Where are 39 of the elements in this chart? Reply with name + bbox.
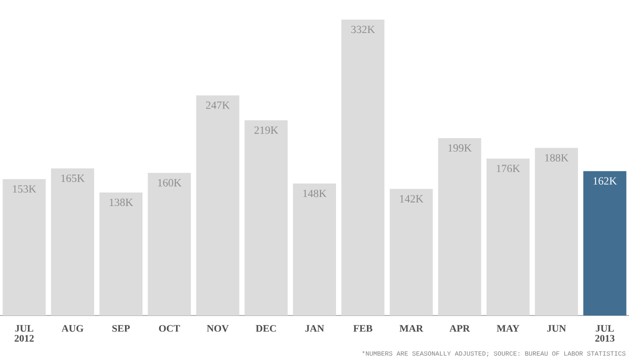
data-label: 199K (448, 144, 472, 152)
bar (583, 171, 626, 316)
x-tick-label: JUL 2013 (595, 325, 614, 342)
data-label: 138K (110, 198, 134, 206)
x-tick-label: JUN (547, 325, 566, 332)
x-tick-label: NOV (206, 325, 229, 332)
bar (438, 138, 482, 316)
x-tick-label: MAR (400, 325, 424, 332)
x-tick-label: JAN (305, 325, 324, 332)
bar (390, 188, 433, 316)
x-tick-label: JUL 2012 (14, 325, 34, 342)
bar (486, 158, 530, 316)
bar (148, 172, 191, 316)
x-tick-label: SEP (112, 325, 130, 332)
x-tick-label: OCT (159, 325, 180, 332)
x-tick-label: APR (450, 325, 470, 332)
data-label: 165K (61, 174, 85, 182)
x-tick-label: MAY (496, 325, 520, 332)
data-label: 153K (12, 185, 36, 193)
data-label: 176K (496, 164, 520, 172)
data-label: 332K (351, 26, 375, 34)
x-tick-label: FEB (353, 325, 372, 332)
bar (341, 20, 384, 316)
x-tick-label: DEC (256, 325, 276, 332)
bar (2, 179, 46, 316)
bar (534, 148, 578, 316)
data-label: 247K (206, 102, 230, 109)
data-label: 162K (594, 177, 617, 185)
bar (51, 168, 94, 316)
data-label: 160K (158, 179, 182, 186)
data-label: 142K (400, 195, 424, 202)
bar (244, 120, 288, 316)
bar (292, 184, 336, 316)
x-tick-label: AUG (62, 325, 84, 332)
data-label: 219K (254, 126, 278, 134)
data-label: 148K (303, 190, 327, 198)
bar (99, 192, 142, 316)
bar (196, 95, 240, 316)
data-label: 188K (545, 154, 568, 162)
